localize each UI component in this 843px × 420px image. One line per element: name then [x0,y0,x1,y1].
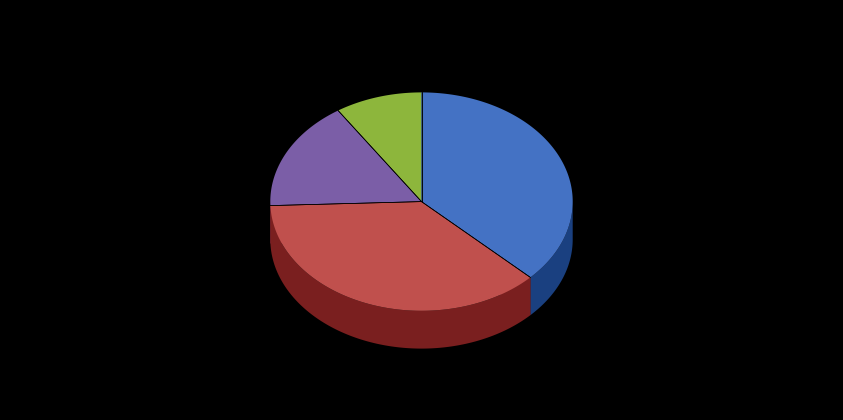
Polygon shape [271,202,422,243]
Polygon shape [271,205,530,349]
Polygon shape [338,92,422,202]
Polygon shape [422,92,572,277]
Polygon shape [271,110,422,205]
Polygon shape [422,202,530,315]
Polygon shape [422,202,530,315]
Polygon shape [530,202,572,315]
Polygon shape [271,202,530,311]
Polygon shape [271,202,422,243]
